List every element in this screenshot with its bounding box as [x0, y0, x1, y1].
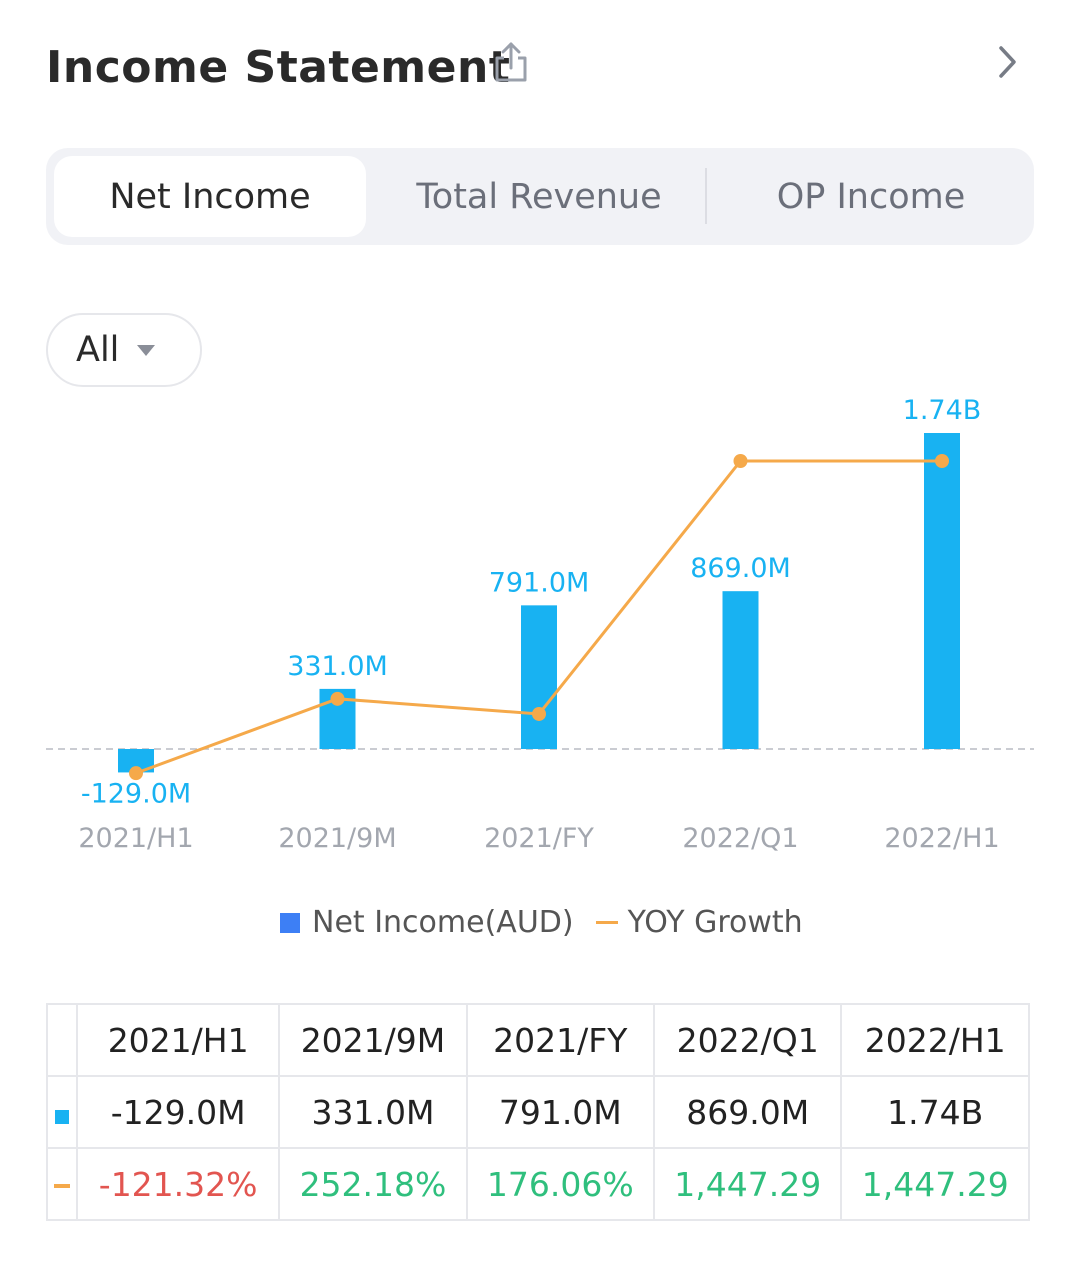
period-filter-label: All	[76, 330, 120, 370]
page-title: Income Statement	[46, 42, 511, 93]
table-cell: -129.0M	[75, 1075, 281, 1149]
yoy-point-2021/FY	[532, 706, 546, 721]
table-corner-cell	[46, 1003, 78, 1077]
table-header-cell: 2021/FY	[465, 1003, 655, 1077]
bar-2021/FY	[521, 605, 557, 749]
bar-2022/Q1	[722, 591, 759, 749]
bar-value-label: 791.0M	[489, 567, 590, 598]
x-tick-label: 2022/H1	[884, 823, 999, 854]
table-header-cell: 2022/Q1	[652, 1003, 843, 1077]
tab-divider	[705, 168, 707, 224]
bar-value-label: 1.74B	[903, 395, 982, 426]
chart-legend: Net Income(AUD) YOY Growth	[280, 905, 803, 940]
header: Income Statement	[46, 36, 1036, 106]
bar-value-label: 331.0M	[287, 651, 388, 682]
table-row-yoy-growth: -121.32% 252.18% 176.06% 1,447.29 1,447.…	[46, 1147, 1030, 1221]
legend-bar-label: Net Income(AUD)	[312, 905, 574, 940]
yoy-point-2021/H1	[129, 766, 143, 781]
period-filter-dropdown[interactable]: All	[46, 313, 202, 387]
table-row-net-income: -129.0M 331.0M 791.0M 869.0M 1.74B	[46, 1075, 1030, 1149]
table-cell: -121.32%	[75, 1147, 281, 1221]
bar-2022/H1	[924, 433, 960, 749]
bar-value-label: -129.0M	[81, 778, 191, 809]
data-table: 2021/H1 2021/9M 2021/FY 2022/Q1 2022/H1 …	[46, 1003, 1030, 1221]
x-tick-label: 2021/9M	[278, 823, 396, 854]
share-icon[interactable]	[491, 40, 531, 84]
x-tick-label: 2021/FY	[484, 823, 594, 854]
net-income-chart: -129.0M 2021/H1 331.0M 2021/9M 791.0M 2021/FY…	[46, 395, 1034, 854]
chevron-right-icon[interactable]	[994, 44, 1022, 80]
tab-net-income[interactable]: Net Income	[54, 156, 366, 237]
table-cell: 1,447.29	[652, 1147, 843, 1221]
table-cell: 1.74B	[840, 1075, 1030, 1149]
x-tick-label: 2022/Q1	[682, 823, 798, 854]
legend-line-label: YOY Growth	[627, 905, 803, 940]
table-cell: 331.0M	[278, 1075, 468, 1149]
yoy-point-2022/H1	[935, 454, 949, 468]
x-tick-label: 2021/H1	[78, 823, 193, 854]
legend-bar-swatch	[280, 912, 300, 933]
table-header-row: 2021/H1 2021/9M 2021/FY 2022/Q1 2022/H1	[46, 1003, 1030, 1077]
table-cell: 1,447.29	[840, 1147, 1030, 1221]
table-cell: 869.0M	[652, 1075, 843, 1149]
row-marker-bar	[46, 1075, 78, 1149]
yoy-point-2021/9M	[330, 691, 345, 706]
table-header-cell: 2021/9M	[278, 1003, 468, 1077]
row-marker-line	[46, 1147, 78, 1221]
table-header-cell: 2021/H1	[75, 1003, 281, 1077]
table-cell: 791.0M	[465, 1075, 655, 1149]
table-cell: 176.06%	[465, 1147, 655, 1221]
metric-tabs: Net Income Total Revenue OP Income	[46, 148, 1034, 245]
tab-total-revenue[interactable]: Total Revenue	[416, 176, 662, 217]
caret-down-icon	[137, 344, 156, 356]
legend-line-swatch	[595, 921, 618, 924]
bar-2021/H1	[118, 749, 154, 773]
yoy-point-2022/Q1	[733, 454, 748, 468]
tab-op-income[interactable]: OP Income	[776, 176, 966, 217]
table-cell: 252.18%	[278, 1147, 468, 1221]
bar-value-label: 869.0M	[690, 553, 791, 584]
table-header-cell: 2022/H1	[840, 1003, 1030, 1077]
